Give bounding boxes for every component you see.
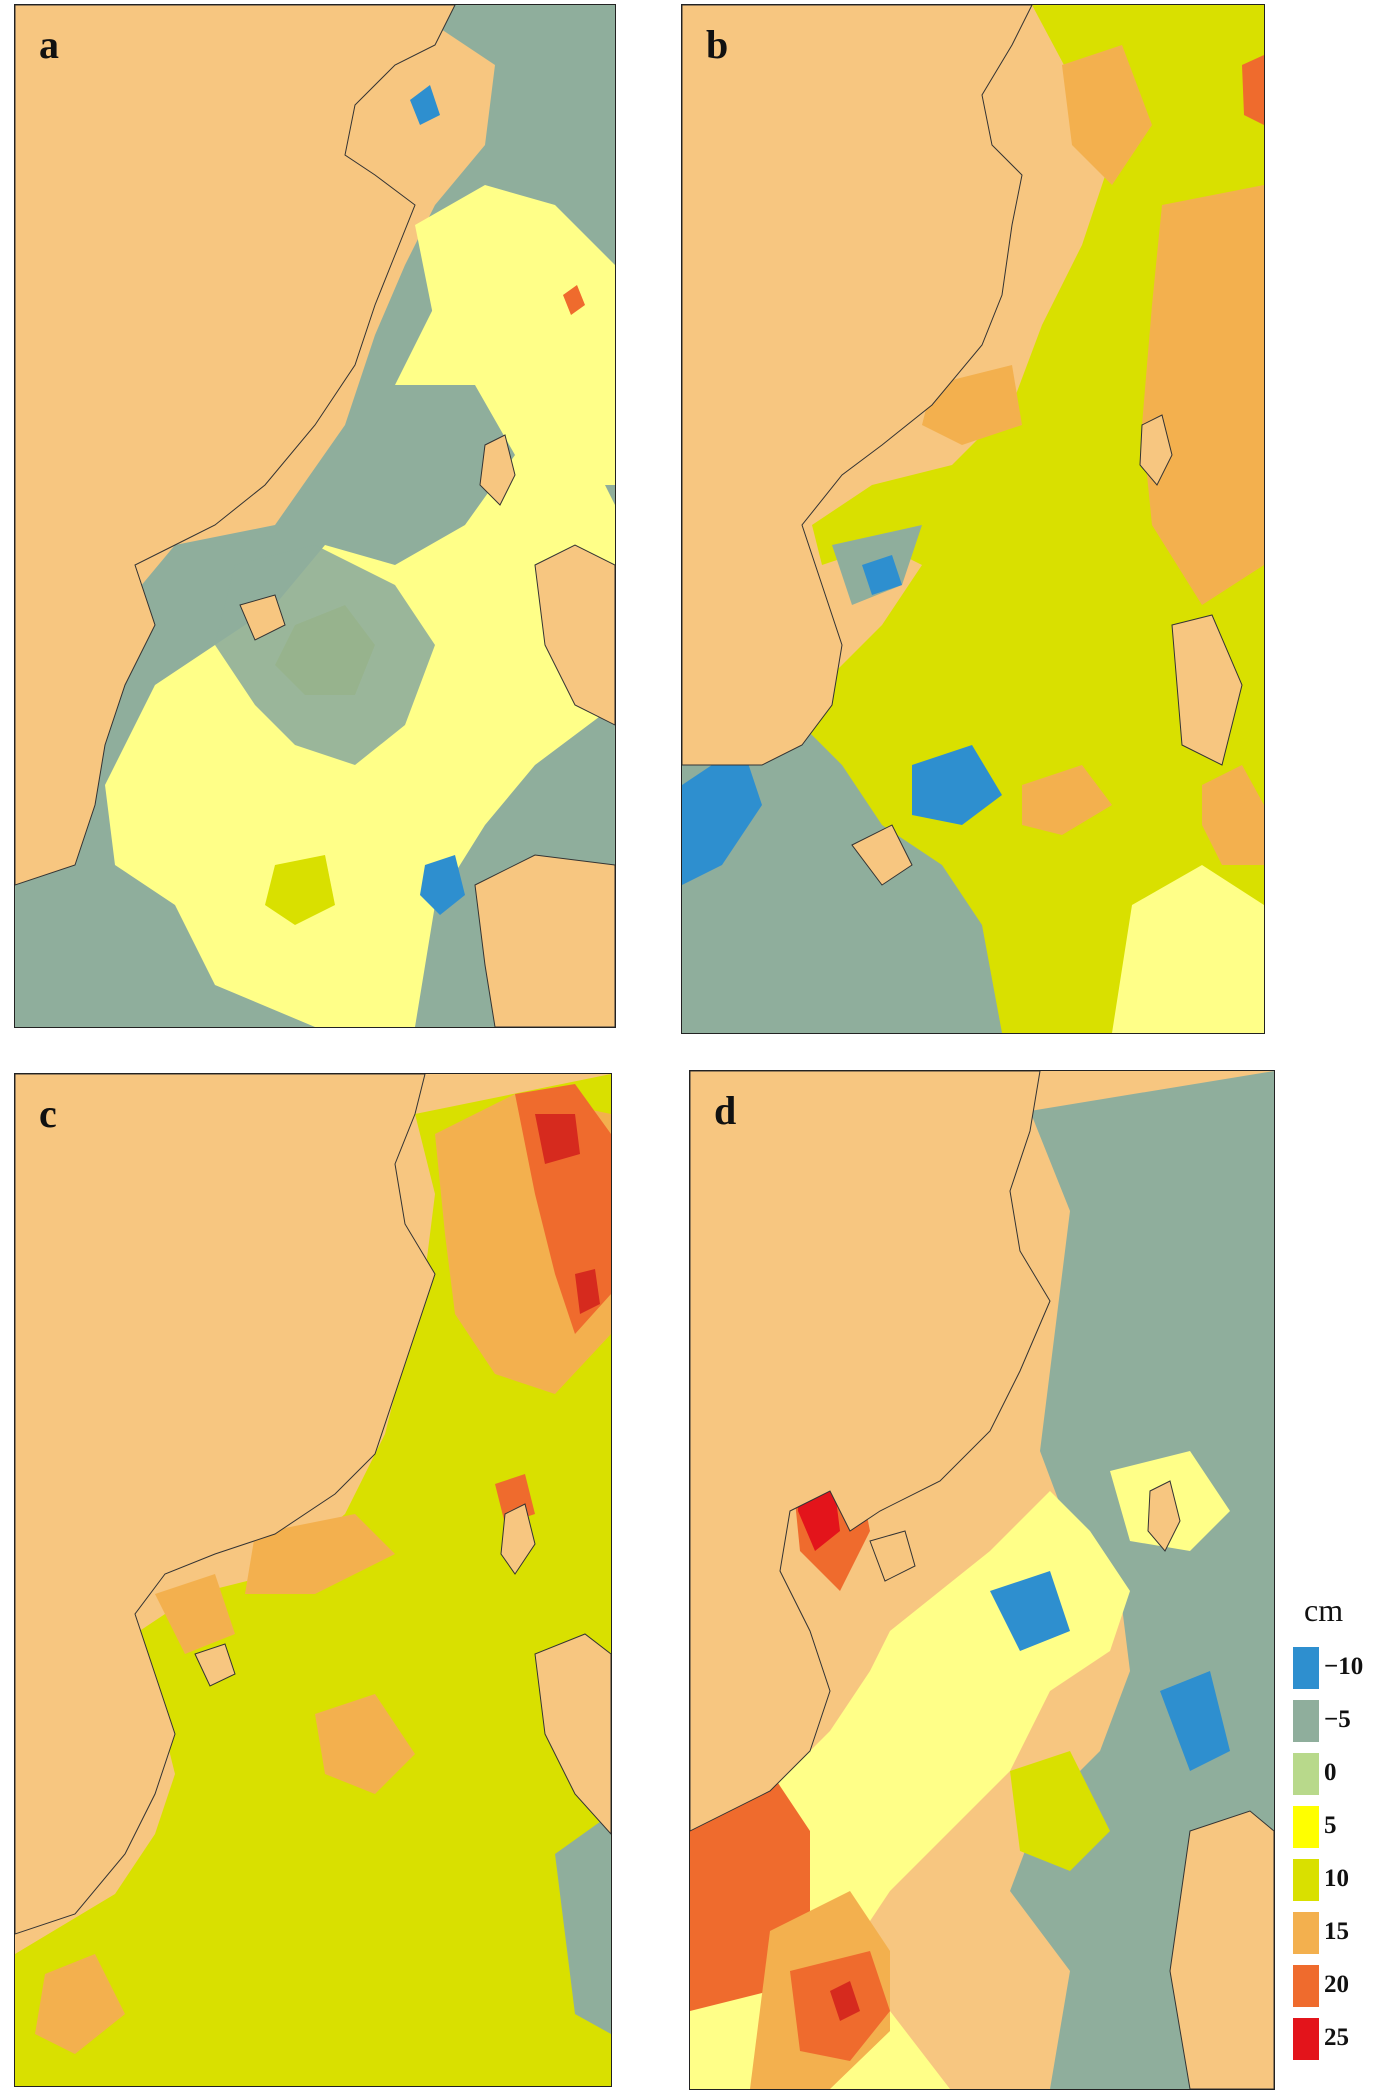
- land-mass: [851, 824, 913, 886]
- legend-swatch: [1293, 1965, 1319, 2007]
- sea-region: [1112, 865, 1264, 1033]
- sea-region: [265, 855, 335, 925]
- land-mass: [500, 1503, 536, 1575]
- land-mass: [1171, 614, 1243, 766]
- map-panel-c: c: [14, 1073, 612, 2087]
- legend-swatch: [1293, 2018, 1319, 2060]
- legend-tick-label: 20: [1324, 1971, 1349, 1998]
- sea-region: [555, 1814, 611, 2034]
- land-mass: [690, 1071, 1051, 1832]
- panel-label: c: [39, 1091, 57, 1136]
- panel-label: a: [39, 22, 59, 67]
- land-mass: [15, 5, 456, 886]
- sea-region: [1010, 1751, 1110, 1871]
- sea-region: [35, 1954, 125, 2054]
- land-mass: [239, 594, 286, 641]
- land-mass: [1169, 1810, 1274, 2089]
- sea-region: [245, 1514, 395, 1594]
- legend-tick-label: −5: [1324, 1706, 1351, 1733]
- sea-region: [682, 745, 762, 885]
- sea-region: [990, 1571, 1070, 1651]
- land-mass: [534, 1633, 611, 1835]
- map-panel-b: b: [681, 4, 1265, 1034]
- sea-level-map-c: [15, 1074, 611, 2086]
- legend-tick-label: 5: [1324, 1812, 1337, 1839]
- legend-swatch: [1293, 1753, 1319, 1795]
- sea-region: [862, 555, 902, 595]
- map-panel-a: a: [14, 4, 616, 1028]
- legend-tick-label: 15: [1324, 1918, 1349, 1945]
- legend-tick-label: 0: [1324, 1759, 1337, 1786]
- land-mass: [1147, 1480, 1181, 1552]
- sea-region: [912, 745, 1002, 825]
- sea-region: [415, 185, 615, 485]
- color-legend: cm −10 −5 0 5 10 15 20 25: [1290, 1592, 1380, 2092]
- land-mass: [479, 434, 516, 506]
- land-mass: [194, 1643, 236, 1687]
- sea-region: [420, 855, 465, 915]
- sea-region: [1202, 765, 1264, 865]
- sea-region: [575, 1269, 600, 1314]
- sea-region: [535, 1114, 580, 1164]
- sea-region: [682, 705, 1002, 1033]
- sea-region: [1062, 45, 1152, 185]
- sea-region: [1242, 55, 1264, 125]
- panel-label: d: [714, 1088, 737, 1133]
- legend-swatch: [1293, 1647, 1319, 1689]
- sea-level-map-b: [682, 5, 1264, 1033]
- sea-region: [410, 85, 440, 125]
- legend-swatch: [1293, 1859, 1319, 1901]
- legend-swatch: [1293, 1912, 1319, 1954]
- land-mass: [534, 544, 615, 726]
- map-panel-d: d: [689, 1070, 1275, 2090]
- land-mass: [474, 854, 615, 1027]
- sea-region: [563, 285, 585, 315]
- sea-region: [155, 1574, 235, 1654]
- sea-region: [830, 1981, 860, 2021]
- sea-region: [315, 1694, 415, 1794]
- legend-swatch: [1293, 1806, 1319, 1848]
- panel-label: b: [706, 22, 729, 67]
- land-mass: [1139, 414, 1173, 486]
- legend-tick-label: −10: [1324, 1653, 1364, 1680]
- sea-level-map-a: [15, 5, 615, 1027]
- sea-level-map-d: [690, 1071, 1274, 2089]
- sea-region: [1022, 765, 1112, 835]
- land-mass: [15, 1074, 436, 1935]
- land-mass: [682, 5, 1033, 766]
- legend-tick-label: 10: [1324, 1865, 1349, 1892]
- sea-region: [1142, 185, 1264, 605]
- legend-tick-label: 25: [1324, 2024, 1349, 2051]
- sea-region: [1160, 1671, 1230, 1771]
- land-mass: [869, 1530, 916, 1582]
- legend-unit: cm: [1304, 1592, 1344, 1628]
- legend-swatch: [1293, 1700, 1319, 1742]
